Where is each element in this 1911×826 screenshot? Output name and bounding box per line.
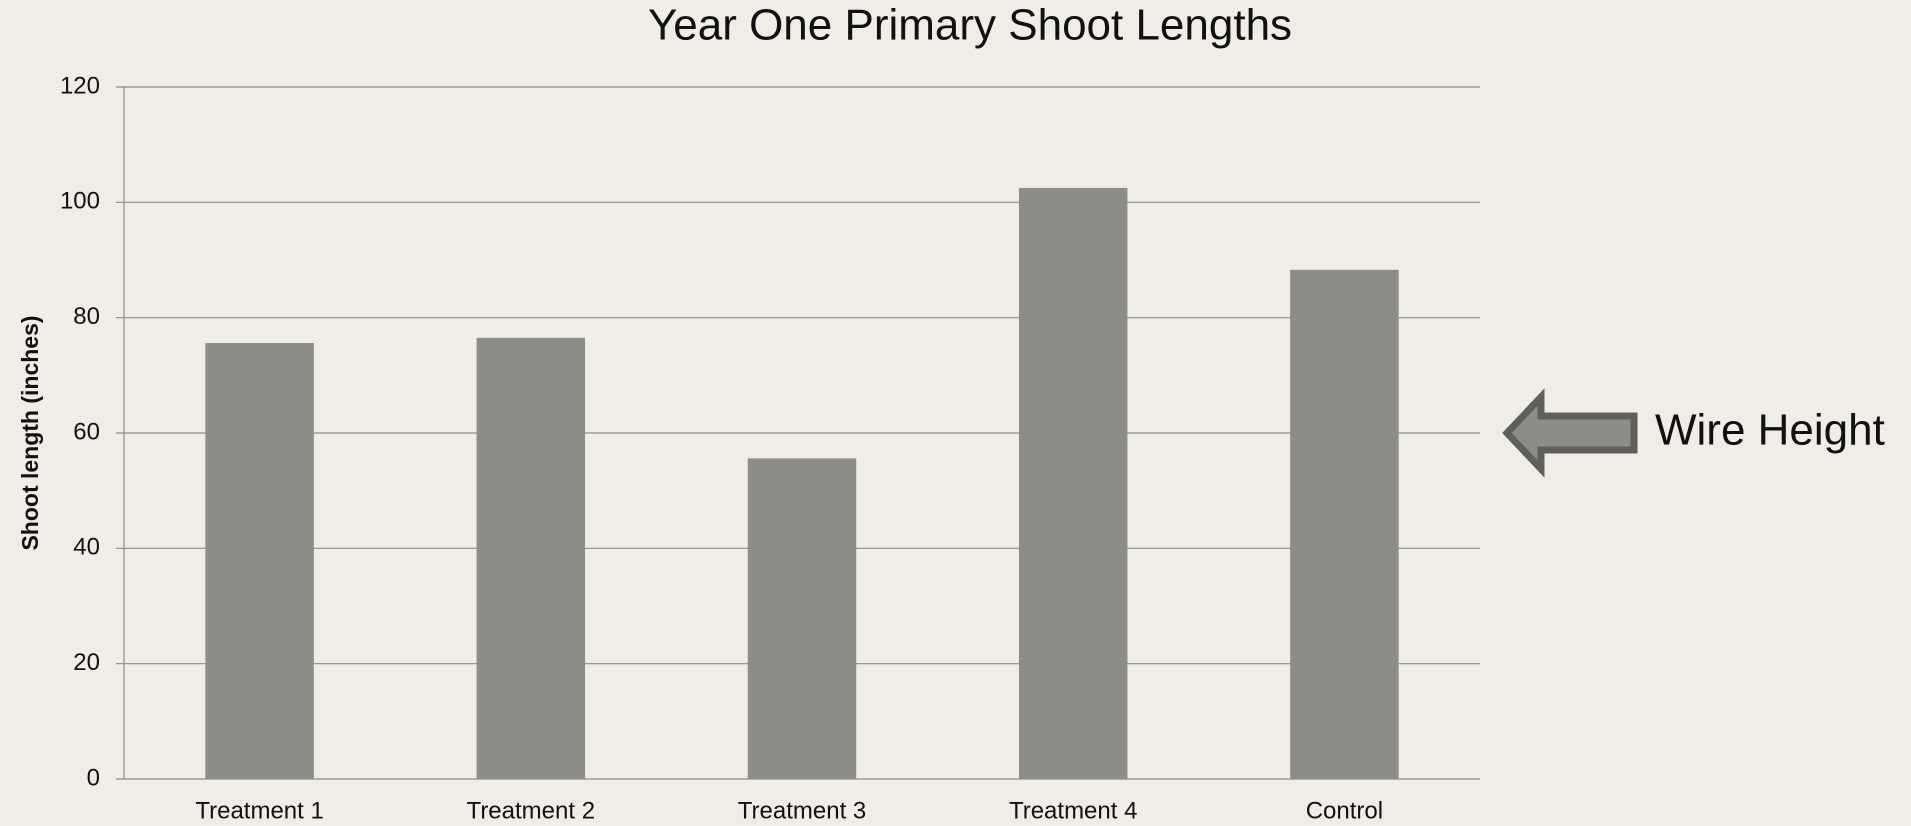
y-tick-label: 60 [73, 418, 100, 445]
y-tick-label: 80 [73, 303, 100, 330]
bar [1018, 187, 1128, 779]
x-tick-label: Treatment 1 [195, 797, 324, 824]
x-tick-label: Treatment 2 [467, 797, 596, 824]
chart-title: Year One Primary Shoot Lengths [648, 1, 1292, 50]
bar [1290, 269, 1399, 779]
annotation-arrow [1502, 388, 1638, 478]
y-axis-label: Shoot length (inches) [17, 315, 43, 550]
y-tick-label: 120 [60, 72, 100, 99]
bar [205, 343, 314, 779]
x-tick-label: Treatment 3 [738, 797, 867, 824]
x-tick-label: Treatment 4 [1009, 797, 1138, 824]
y-tick-label: 0 [87, 764, 100, 791]
x-tick-label: Control [1306, 797, 1383, 824]
y-tick-label: 20 [73, 649, 100, 676]
bar [476, 337, 586, 779]
annotation-text: Wire Height [1655, 406, 1885, 455]
y-tick-label: 100 [60, 188, 100, 215]
bar [747, 458, 857, 779]
y-tick-label: 40 [73, 534, 100, 561]
